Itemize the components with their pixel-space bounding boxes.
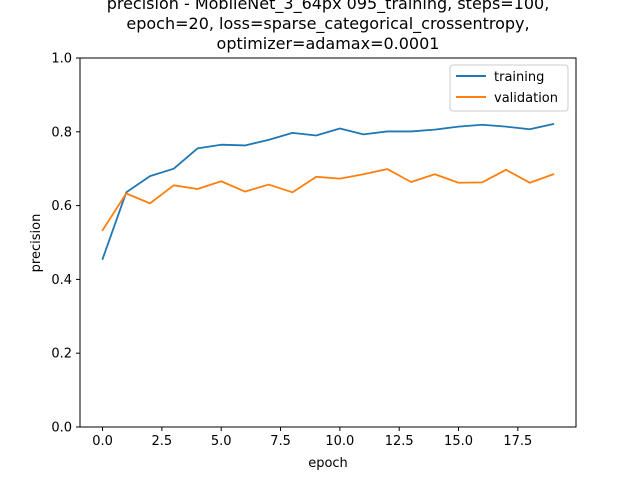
- legend-label-validation: validation: [494, 91, 558, 106]
- chart-title-line-1: precision - MobileNet_3_64px 095_trainin…: [107, 0, 550, 14]
- x-tick-label: 10.0: [325, 434, 354, 449]
- x-tick-label: 15.0: [444, 434, 473, 449]
- legend-label-training: training: [494, 70, 544, 85]
- axes-frame: [79, 57, 577, 428]
- y-tick-label: 0.0: [51, 421, 72, 436]
- x-tick-label: 7.5: [270, 434, 291, 449]
- x-axis-label: epoch: [308, 456, 348, 471]
- x-tick-label: 2.5: [152, 434, 173, 449]
- legend: training validation: [449, 64, 569, 112]
- y-axis-label: precision: [29, 214, 44, 273]
- x-tick-label: 17.5: [503, 434, 532, 449]
- chart-title-line-2: epoch=20, loss=sparse_categorical_crosse…: [126, 14, 529, 34]
- y-tick-label: 0.8: [51, 125, 72, 140]
- y-tick-label: 0.4: [51, 273, 72, 288]
- plot-area: 0.0 2.5 5.0 7.5 10.0 12.5 15.0 17.5 0.0 0.2 0.4 0.6…: [51, 52, 577, 449]
- x-tick-label: 0.0: [92, 434, 113, 449]
- series-line-training: [101, 123, 555, 261]
- y-tick-label: 0.6: [51, 199, 72, 214]
- y-tick-label: 0.2: [51, 347, 72, 362]
- chart-title-line-3: optimizer=adamax=0.0001: [217, 34, 440, 53]
- series-line-validation: [101, 168, 555, 232]
- x-tick-label: 12.5: [385, 434, 414, 449]
- y-tick-label: 1.0: [51, 52, 72, 67]
- x-tick-label: 5.0: [211, 434, 232, 449]
